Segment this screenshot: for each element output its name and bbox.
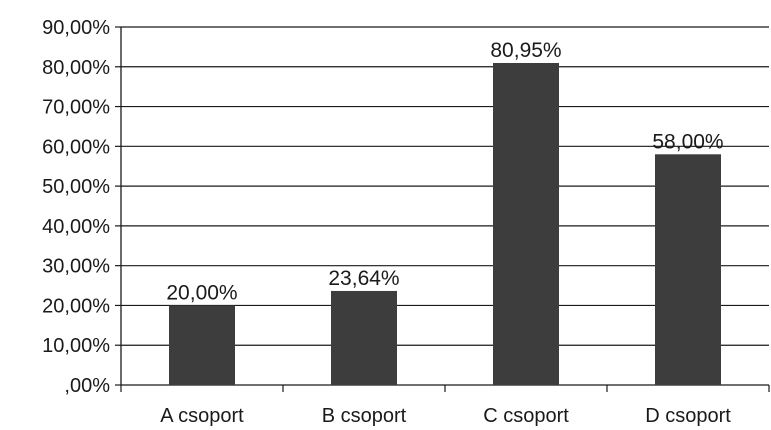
data-label: 80,95% — [490, 39, 561, 62]
bar-c-csoport — [493, 62, 559, 385]
y-tick-label: 20,00% — [42, 295, 110, 317]
data-label: 20,00% — [166, 281, 237, 304]
axes — [115, 26, 770, 392]
y-tick-label: 40,00% — [42, 216, 110, 238]
x-category-label: B csoport — [322, 405, 407, 427]
x-category-label: C csoport — [483, 405, 569, 427]
y-tick-label: 50,00% — [42, 176, 110, 198]
y-tick-label: 60,00% — [42, 136, 110, 158]
y-tick-labels: ,00% 10,00% 20,00% 30,00% 40,00% 50,00% 60,00%… — [42, 17, 110, 397]
y-tick-label: 30,00% — [42, 256, 110, 278]
data-label: 58,00% — [652, 130, 723, 153]
data-labels: 20,00% 23,64% 80,95% 58,00% — [166, 39, 723, 304]
bar-a-csoport — [169, 305, 235, 385]
y-tick-label: ,00% — [64, 375, 110, 397]
bar-d-csoport — [655, 154, 721, 385]
x-category-labels: A csoport B csoport C csoport D csoport — [160, 405, 731, 427]
data-label: 23,64% — [328, 267, 399, 290]
bar-b-csoport — [331, 290, 397, 385]
bars — [169, 62, 721, 385]
y-tick-label: 70,00% — [42, 97, 110, 119]
x-category-label: A csoport — [160, 405, 244, 427]
y-tick-label: 80,00% — [42, 57, 110, 79]
x-category-label: D csoport — [645, 405, 731, 427]
y-tick-label: 10,00% — [42, 335, 110, 357]
y-tick-label: 90,00% — [42, 17, 110, 39]
